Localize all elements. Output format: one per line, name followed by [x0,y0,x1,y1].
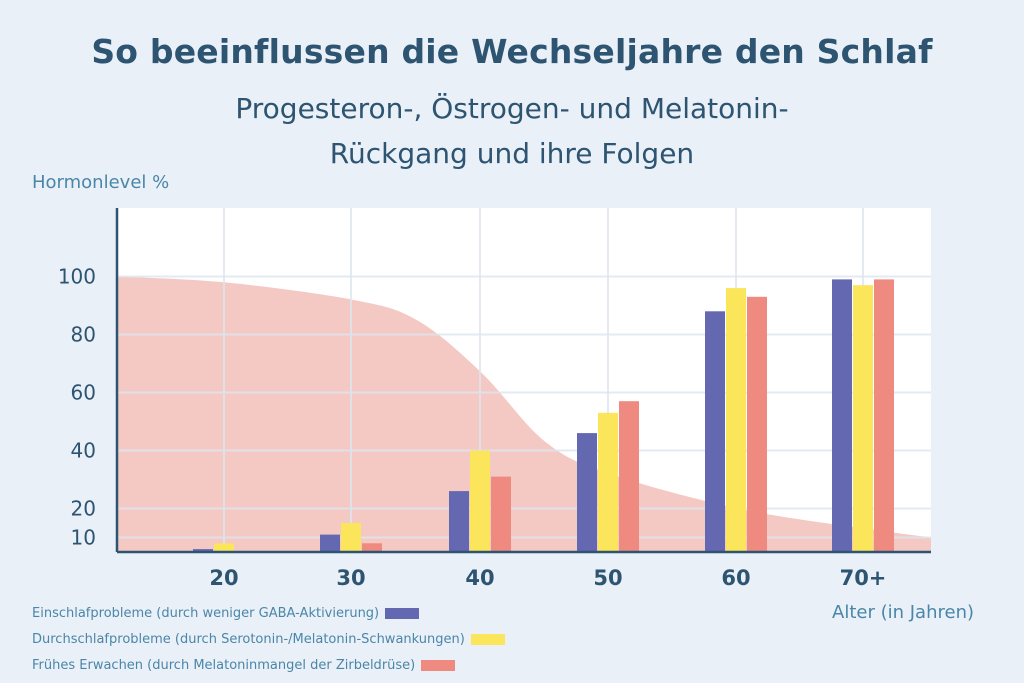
x-tick-label: 50 [593,566,622,590]
x-tick-label: 30 [336,566,365,590]
bar [449,491,469,552]
legend: Einschlafprobleme (durch weniger GABA-Ak… [32,600,505,678]
chart-title: So beeinflussen die Wechseljahre den Sch… [91,32,933,71]
legend-swatch [470,633,505,645]
bar [214,543,234,552]
x-tick-label: 70+ [840,566,887,590]
x-tick-label: 60 [721,566,750,590]
y-tick-label: 20 [71,497,96,521]
bar [341,523,361,552]
x-tick-label: 40 [465,566,494,590]
legend-item-durchschlaf: Durchschlafprobleme (durch Serotonin-/Me… [32,626,505,652]
y-tick-label: 60 [71,381,96,405]
bar [726,288,746,552]
y-tick-label: 100 [58,265,96,289]
legend-swatch [421,659,456,671]
y-tick-label: 80 [71,323,96,347]
bar [362,543,382,552]
bar [705,311,725,552]
bar [470,450,490,552]
y-axis-label: Hormonlevel % [32,172,170,193]
bar [619,401,639,552]
bar [874,279,894,552]
legend-label: Einschlafprobleme (durch weniger GABA-Ak… [32,605,380,621]
bar [577,433,597,552]
bar [320,534,340,552]
y-tick-label: 10 [71,526,96,550]
legend-label: Frühes Erwachen (durch Melatoninmangel d… [32,657,416,673]
legend-item-erwachen: Frühes Erwachen (durch Melatoninmangel d… [32,652,505,678]
hormone-level-area [117,276,931,552]
bar [747,296,767,552]
bar [832,279,852,552]
y-tick-label: 40 [71,439,96,463]
legend-item-einschlaf: Einschlafprobleme (durch weniger GABA-Ak… [32,600,505,626]
bar [598,412,618,552]
bar [853,285,873,552]
x-tick-label: 20 [209,566,238,590]
legend-swatch [385,607,420,619]
chart-subtitle: Progesteron-, Östrogen- und Melatonin-Rü… [235,92,789,170]
legend-label: Durchschlafprobleme (durch Serotonin-/Me… [32,631,465,647]
bar [193,549,213,552]
bar [491,476,511,552]
x-axis-label: Alter (in Jahren) [832,602,974,623]
